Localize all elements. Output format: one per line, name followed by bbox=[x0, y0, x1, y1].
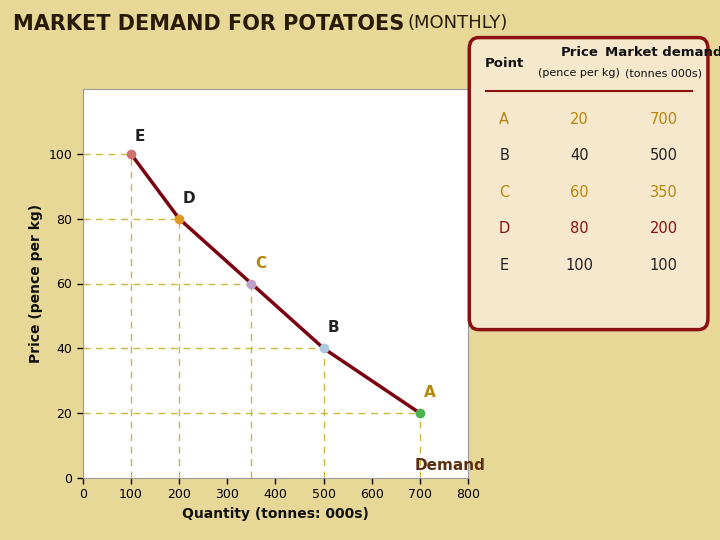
Text: MARKET DEMAND FOR POTATOES: MARKET DEMAND FOR POTATOES bbox=[13, 14, 404, 33]
Y-axis label: Price (pence per kg): Price (pence per kg) bbox=[29, 204, 43, 363]
Text: E: E bbox=[135, 129, 145, 144]
Text: Price: Price bbox=[560, 46, 598, 59]
Text: (MONTHLY): (MONTHLY) bbox=[408, 14, 508, 31]
Text: 100: 100 bbox=[649, 258, 678, 273]
Text: (tonnes 000s): (tonnes 000s) bbox=[625, 69, 702, 78]
Text: Point: Point bbox=[485, 57, 524, 70]
Text: Demand: Demand bbox=[415, 458, 486, 474]
Text: 500: 500 bbox=[649, 148, 678, 163]
Text: B: B bbox=[500, 148, 509, 163]
Text: B: B bbox=[328, 320, 339, 335]
Text: A: A bbox=[423, 385, 436, 400]
Text: 80: 80 bbox=[570, 221, 588, 236]
Text: A: A bbox=[500, 112, 509, 126]
Text: C: C bbox=[255, 255, 266, 271]
Text: 700: 700 bbox=[649, 112, 678, 126]
Text: D: D bbox=[499, 221, 510, 236]
Text: 60: 60 bbox=[570, 185, 588, 199]
Text: 100: 100 bbox=[565, 258, 593, 273]
Text: C: C bbox=[499, 185, 510, 199]
Text: 200: 200 bbox=[649, 221, 678, 236]
Text: D: D bbox=[183, 191, 196, 206]
X-axis label: Quantity (tonnes: 000s): Quantity (tonnes: 000s) bbox=[182, 507, 369, 521]
FancyBboxPatch shape bbox=[469, 38, 708, 329]
Text: (pence per kg): (pence per kg) bbox=[539, 69, 620, 78]
Text: E: E bbox=[500, 258, 509, 273]
Text: Market demand: Market demand bbox=[605, 46, 720, 59]
Text: 40: 40 bbox=[570, 148, 588, 163]
Text: 20: 20 bbox=[570, 112, 589, 126]
Text: 350: 350 bbox=[649, 185, 678, 199]
